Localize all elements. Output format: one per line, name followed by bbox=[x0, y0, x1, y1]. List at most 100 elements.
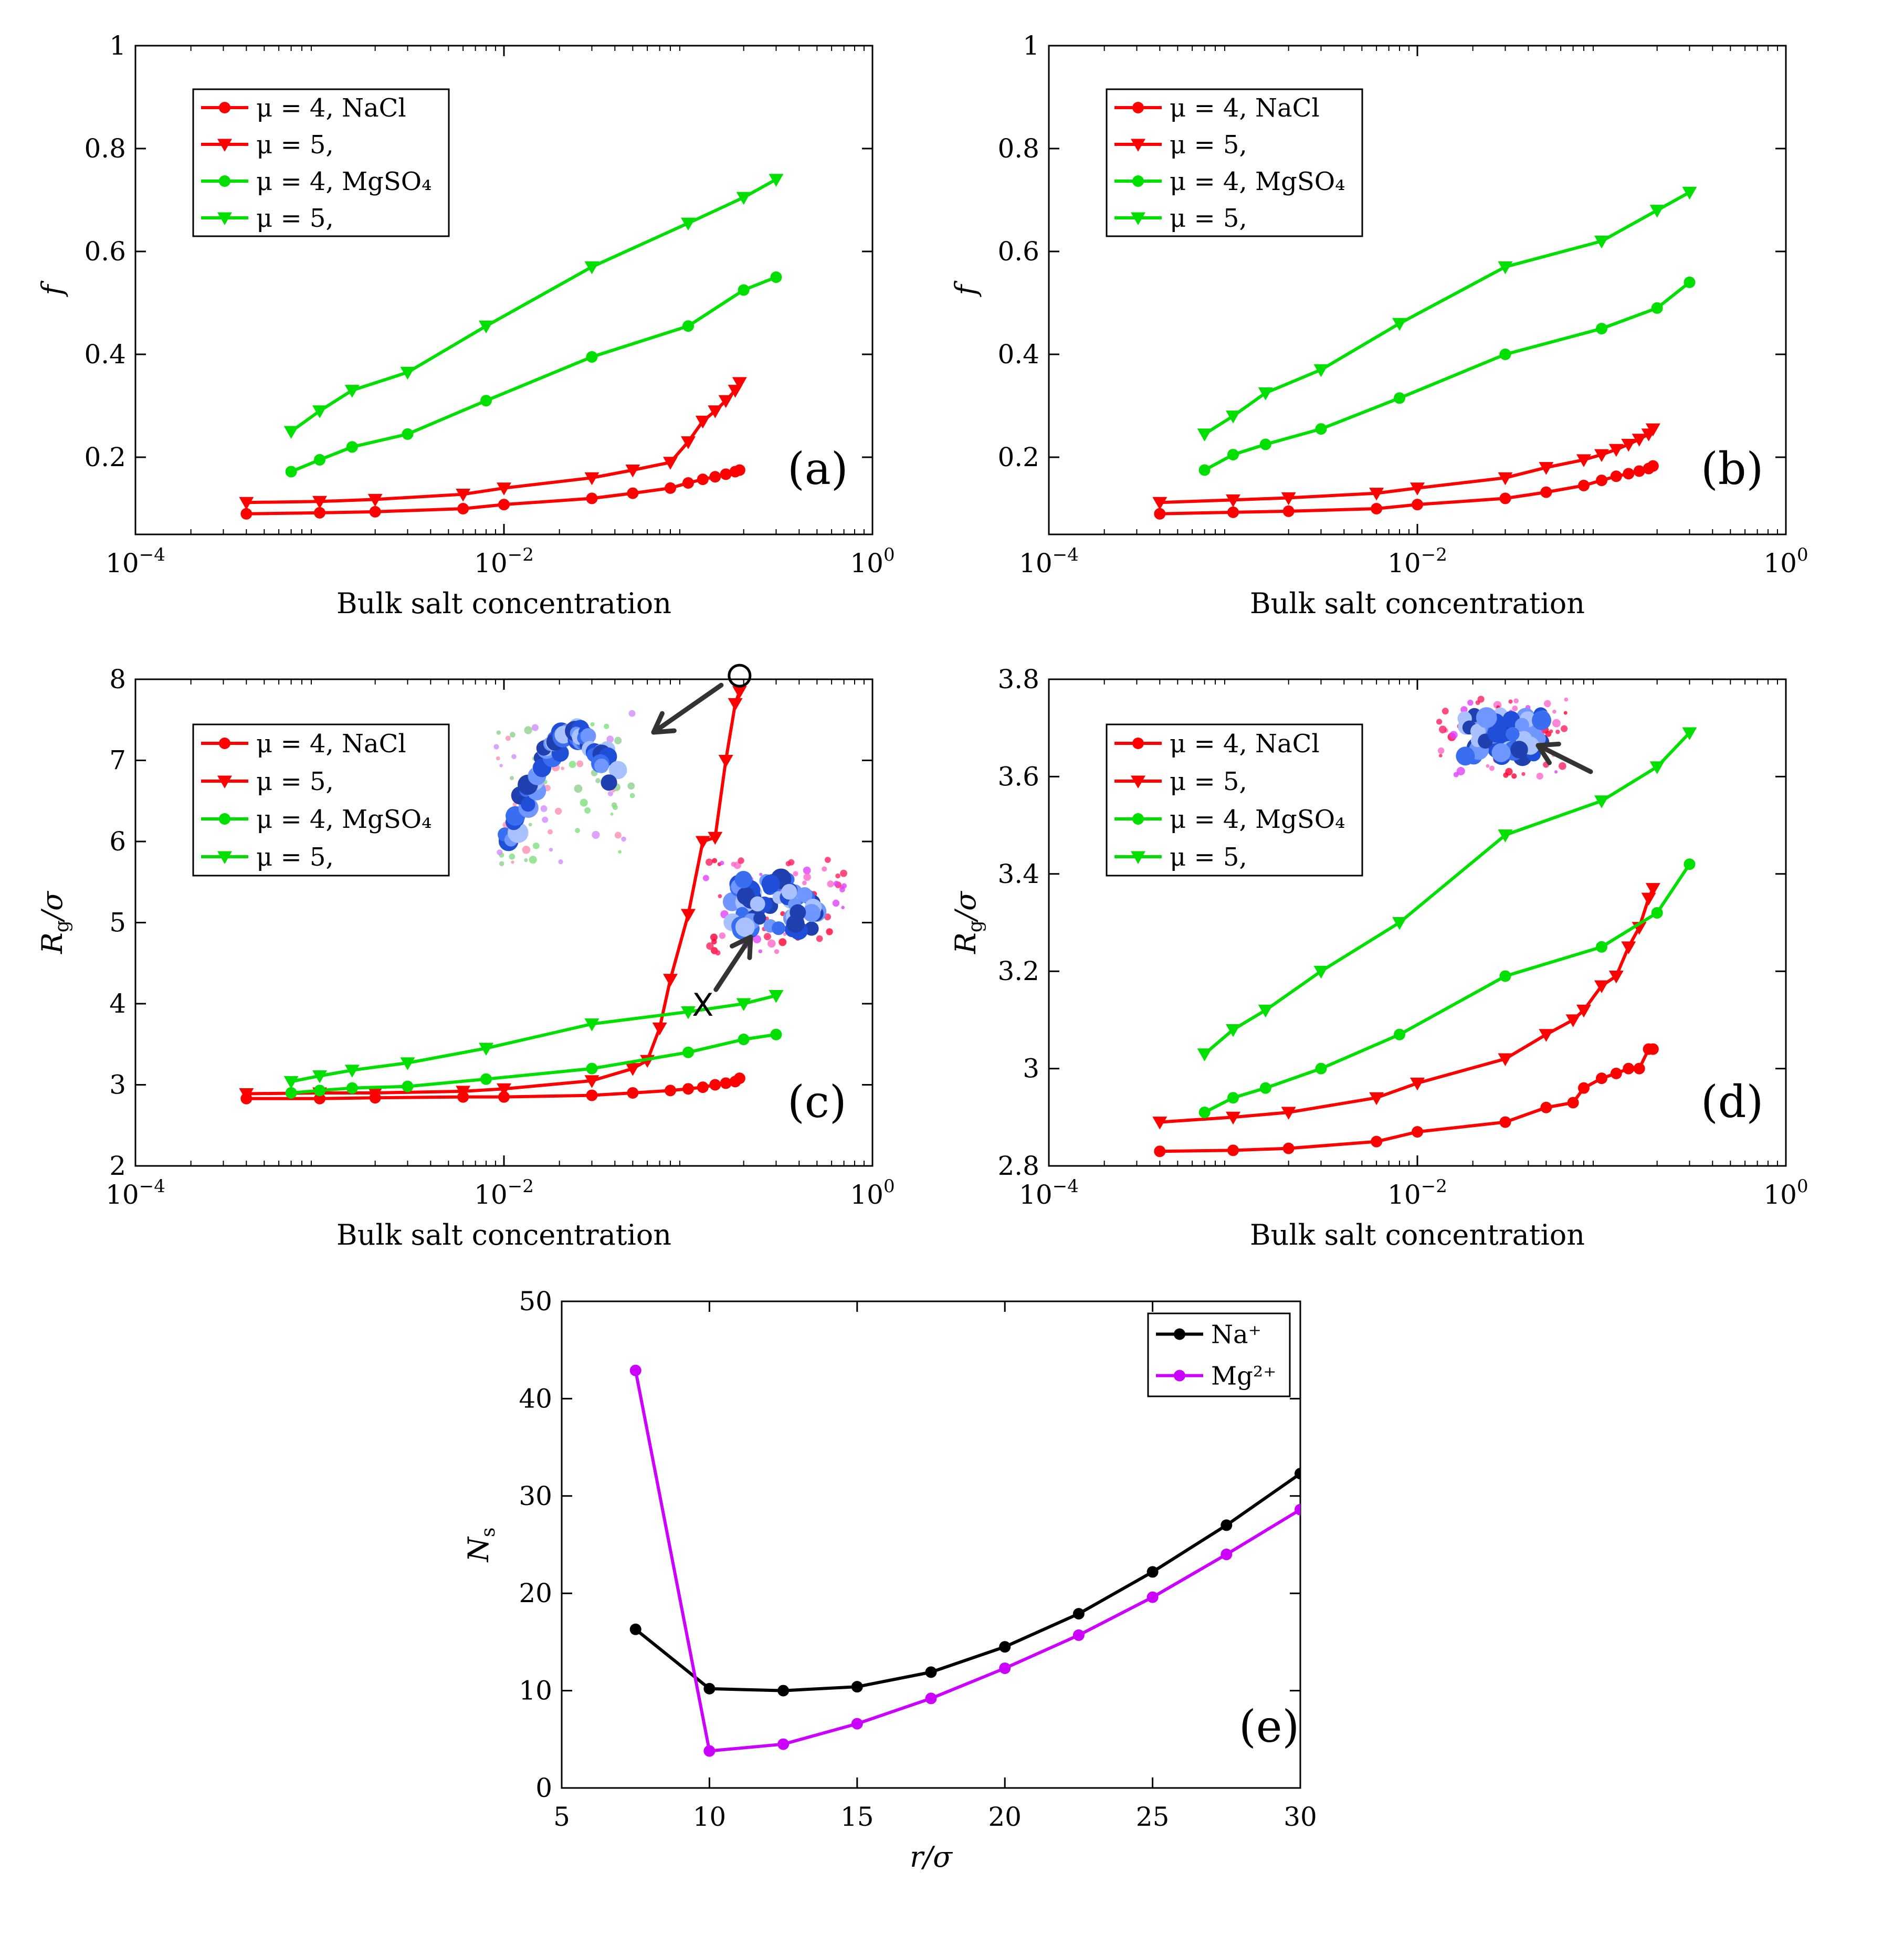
ion-particle bbox=[505, 735, 511, 741]
data-point bbox=[681, 217, 696, 231]
data-point bbox=[1227, 1092, 1239, 1104]
legend-marker bbox=[1132, 102, 1144, 113]
data-point bbox=[1499, 1116, 1511, 1128]
ion-particle bbox=[1442, 708, 1449, 715]
ion-particle bbox=[779, 938, 787, 946]
legend-label: μ = 4, NaCl bbox=[256, 729, 406, 759]
ion-particle bbox=[702, 875, 709, 881]
y-tick-label: 3.6 bbox=[997, 761, 1039, 792]
data-point bbox=[732, 686, 747, 699]
data-point bbox=[1567, 1097, 1579, 1109]
ion-particle bbox=[511, 860, 514, 864]
data-point bbox=[1539, 462, 1554, 475]
polymer-bead bbox=[735, 917, 755, 937]
legend: μ = 4, NaCl μ = 5, μ = 4, MgSO₄ μ = 5, bbox=[192, 88, 450, 237]
data-point bbox=[777, 1685, 790, 1697]
panel-c: 10−4 10−2 100 2 3 4 5 6 7 8 Bulk salt concentratio… bbox=[36, 664, 895, 1251]
ion-particle bbox=[759, 872, 763, 876]
data-point bbox=[1649, 761, 1665, 774]
legend: μ = 4, NaCl μ = 5, μ = 4, MgSO₄ μ = 5, bbox=[1106, 723, 1363, 877]
ion-particle bbox=[719, 932, 726, 939]
data-point bbox=[1371, 503, 1383, 514]
data-point bbox=[240, 508, 253, 520]
y-axis-label: Rg/σ bbox=[949, 890, 986, 954]
ion-particle bbox=[1552, 709, 1556, 714]
data-point bbox=[777, 1738, 790, 1750]
polymer-bead bbox=[1532, 710, 1552, 730]
data-point bbox=[718, 755, 733, 768]
ion-particle bbox=[612, 789, 615, 793]
y-tick-label: 0.8 bbox=[84, 133, 126, 164]
data-point bbox=[1633, 465, 1645, 477]
y-tick-label: 0.4 bbox=[84, 339, 126, 370]
data-point bbox=[769, 990, 784, 1003]
data-point bbox=[681, 909, 696, 922]
arrow-shaft bbox=[1535, 743, 1593, 774]
ion-particle bbox=[1467, 699, 1474, 706]
x-tick-label: 10−4 bbox=[1019, 544, 1079, 578]
data-point bbox=[736, 192, 751, 205]
data-point bbox=[497, 1083, 511, 1097]
data-point bbox=[1594, 449, 1609, 462]
ion-particle bbox=[576, 760, 584, 767]
ion-particle bbox=[531, 724, 539, 731]
arrow-head bbox=[730, 934, 753, 960]
y-tick-label: 2 bbox=[109, 1151, 126, 1181]
y-tick-label: 1 bbox=[109, 30, 126, 61]
data-point bbox=[1072, 1629, 1085, 1641]
annotation-x: X bbox=[692, 987, 713, 1024]
data-point bbox=[1540, 1101, 1552, 1113]
data-point bbox=[1499, 349, 1511, 360]
data-point bbox=[1258, 1004, 1273, 1018]
legend-marker bbox=[1174, 1370, 1185, 1382]
panel-label: (c) bbox=[787, 1076, 847, 1128]
x-tick-label: 10 bbox=[693, 1802, 727, 1832]
data-point bbox=[1540, 486, 1552, 498]
legend-marker bbox=[217, 212, 232, 225]
x-tick-label: 10−2 bbox=[474, 1176, 534, 1210]
data-point bbox=[682, 1046, 694, 1058]
data-point bbox=[1410, 1077, 1425, 1091]
ion-particle bbox=[827, 880, 834, 888]
polymer-bead bbox=[1476, 707, 1497, 728]
legend-marker bbox=[1132, 738, 1144, 749]
x-tick-label: 20 bbox=[988, 1802, 1022, 1832]
arrow bbox=[651, 682, 724, 735]
legend: μ = 4, NaCl μ = 5, μ = 4, MgSO₄ μ = 5, bbox=[1106, 88, 1363, 237]
y-tick-label: 2.8 bbox=[997, 1151, 1039, 1181]
x-tick-label: 100 bbox=[1763, 544, 1808, 578]
data-point bbox=[456, 489, 471, 502]
y-tick-label: 0.2 bbox=[84, 442, 126, 472]
legend-marker bbox=[219, 738, 230, 749]
series-line bbox=[634, 1370, 1300, 1753]
data-point bbox=[703, 1682, 716, 1695]
data-point bbox=[703, 1745, 716, 1757]
y-tick-label: 3 bbox=[109, 1070, 126, 1100]
data-point bbox=[770, 1028, 782, 1040]
ion-particle bbox=[509, 853, 516, 860]
legend-frame bbox=[192, 723, 450, 877]
ion-particle bbox=[788, 859, 795, 866]
data-point bbox=[584, 1018, 599, 1032]
data-point bbox=[312, 496, 327, 509]
y-tick-label: 4 bbox=[109, 988, 126, 1019]
x-tick-label: 10−2 bbox=[474, 544, 534, 578]
panel-label: (a) bbox=[787, 443, 848, 494]
polymer-bead bbox=[1487, 724, 1507, 743]
ion-particle bbox=[826, 928, 833, 935]
data-point bbox=[1596, 941, 1607, 953]
y-tick-label: 1 bbox=[1023, 30, 1039, 61]
data-point bbox=[1623, 1062, 1635, 1075]
data-point bbox=[283, 426, 299, 439]
data-point bbox=[1295, 1468, 1300, 1480]
data-point bbox=[1594, 980, 1609, 994]
data-point bbox=[662, 974, 678, 987]
data-point bbox=[1154, 1145, 1166, 1158]
y-axis-label: f bbox=[949, 281, 982, 298]
data-point bbox=[664, 482, 676, 494]
ion-particle bbox=[1438, 725, 1447, 734]
legend-marker bbox=[1132, 175, 1144, 187]
data-point bbox=[1315, 423, 1327, 435]
y-tick-label: 0.8 bbox=[997, 133, 1039, 164]
ion-particle bbox=[629, 793, 635, 798]
